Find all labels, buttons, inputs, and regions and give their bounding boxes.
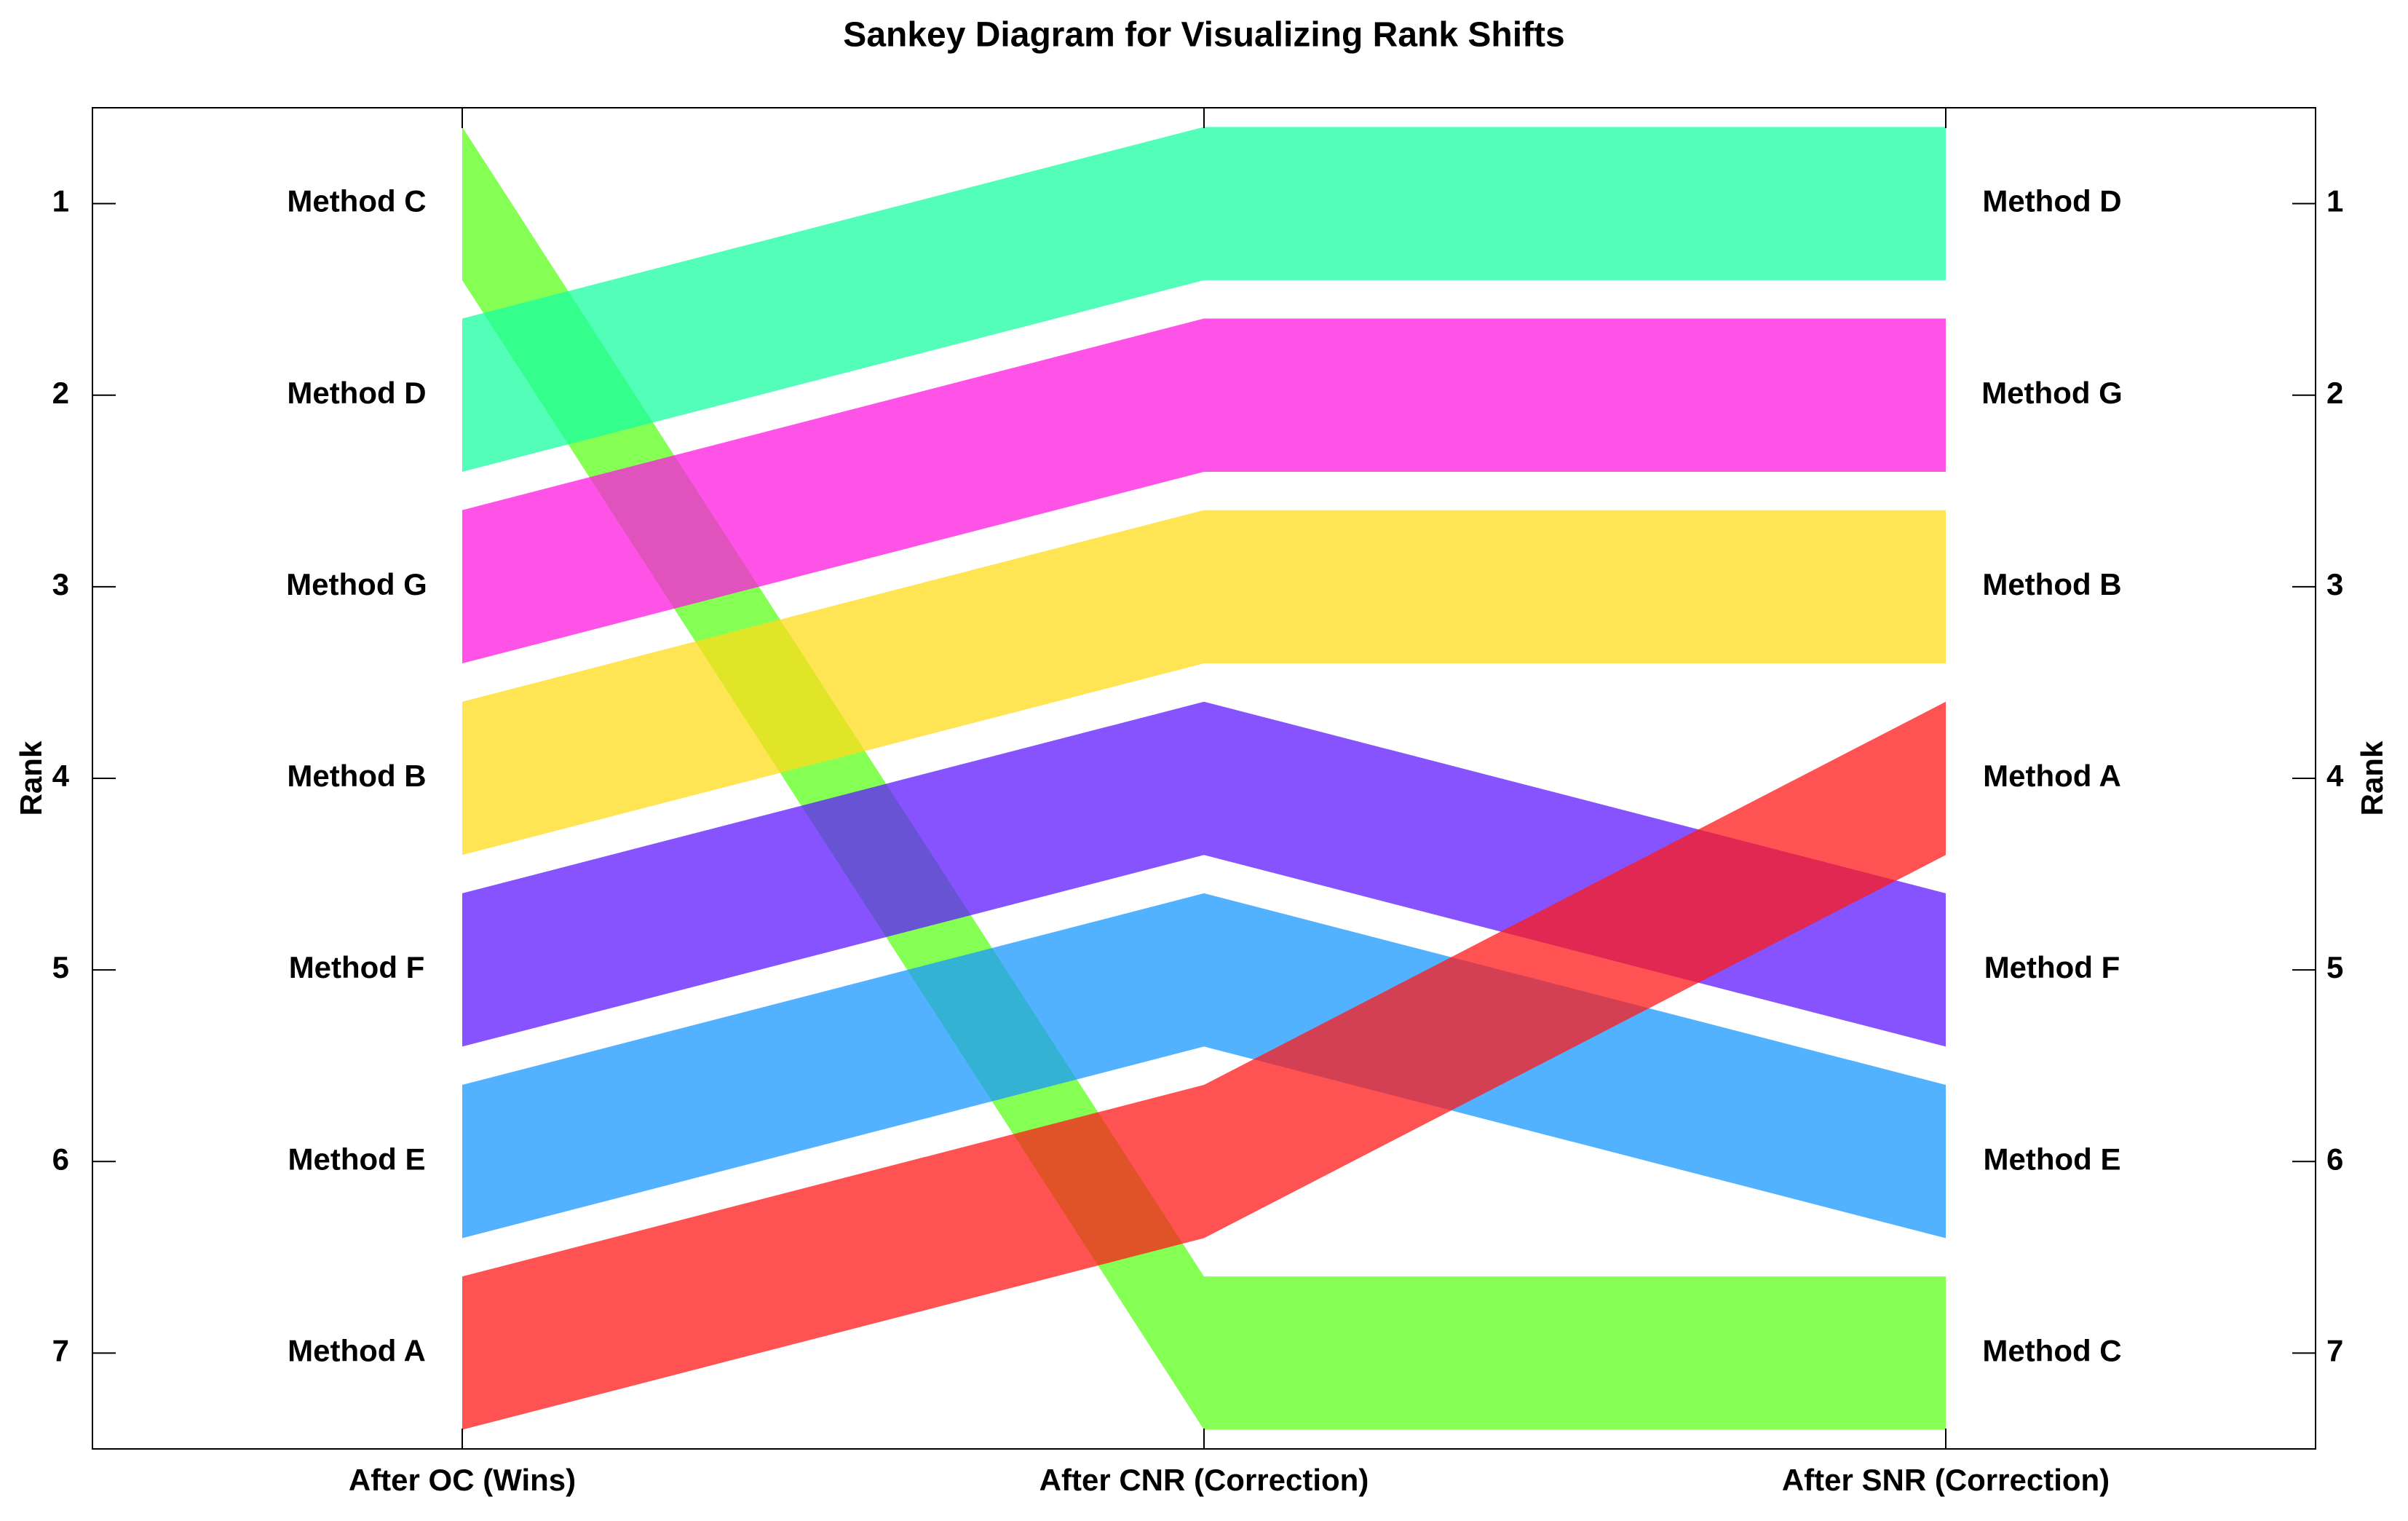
rank-band: [462, 893, 1946, 1238]
y2-tick-label: 3: [2326, 567, 2343, 601]
right-label: Method F: [1984, 950, 2120, 984]
right-label: Method D: [1982, 184, 2121, 218]
x-tick-label: After CNR (Correction): [1039, 1463, 1369, 1497]
left-label: Method C: [287, 184, 426, 218]
x-tick-label: After OC (Wins): [349, 1463, 576, 1497]
y-tick-label: 4: [52, 759, 70, 793]
chart-title: Sankey Diagram for Visualizing Rank Shif…: [843, 16, 1564, 55]
y2-tick-label: 2: [2326, 376, 2343, 410]
left-label: Method D: [287, 376, 426, 410]
y2-tick-label: 6: [2326, 1142, 2343, 1176]
x-tick-label: After SNR (Correction): [1782, 1463, 2110, 1497]
left-label: Method G: [286, 567, 427, 601]
left-label: Method A: [288, 1334, 426, 1368]
right-label: Method C: [1982, 1334, 2121, 1368]
right-label: Method A: [1983, 759, 2121, 793]
rank-band: [462, 127, 1946, 472]
left-label: Method F: [289, 950, 425, 984]
left-label: Method E: [288, 1142, 426, 1176]
rank-band: [462, 318, 1946, 664]
y-tick-label: 3: [52, 567, 69, 601]
y-tick-label: 2: [52, 376, 69, 410]
y2-tick-label: 1: [2326, 184, 2343, 218]
y2-tick-label: 5: [2326, 950, 2343, 984]
y2-tick-label: 4: [2326, 759, 2344, 793]
y2-tick-label: 7: [2326, 1334, 2343, 1368]
right-label: Method B: [1982, 567, 2121, 601]
y-axis-label: Rank: [14, 740, 48, 815]
y-tick-label: 5: [52, 950, 69, 984]
rank-band: [462, 510, 1946, 856]
y-tick-label: 7: [52, 1334, 69, 1368]
y2-axis-label: Rank: [2355, 740, 2389, 815]
y-tick-label: 1: [52, 184, 69, 218]
right-label: Method E: [1984, 1142, 2121, 1176]
left-label: Method B: [287, 759, 426, 793]
y-tick-label: 6: [52, 1142, 69, 1176]
rank-band: [462, 127, 1946, 1430]
rank-band: [462, 701, 1946, 1430]
bands: [462, 127, 1946, 1430]
right-label: Method G: [1981, 376, 2123, 410]
